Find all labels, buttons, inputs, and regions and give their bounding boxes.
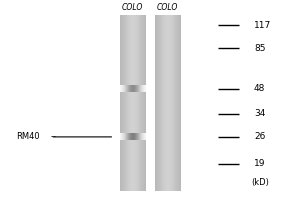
Text: --: --	[50, 132, 56, 141]
Text: COLO: COLO	[157, 3, 178, 12]
Text: 48: 48	[254, 84, 266, 93]
Text: 34: 34	[254, 109, 266, 118]
Text: 26: 26	[254, 132, 266, 141]
Text: 117: 117	[254, 21, 271, 30]
Text: RM40: RM40	[16, 132, 40, 141]
Text: 85: 85	[254, 44, 266, 53]
Text: COLO: COLO	[122, 3, 143, 12]
Text: 19: 19	[254, 159, 266, 168]
Text: (kD): (kD)	[251, 178, 269, 187]
